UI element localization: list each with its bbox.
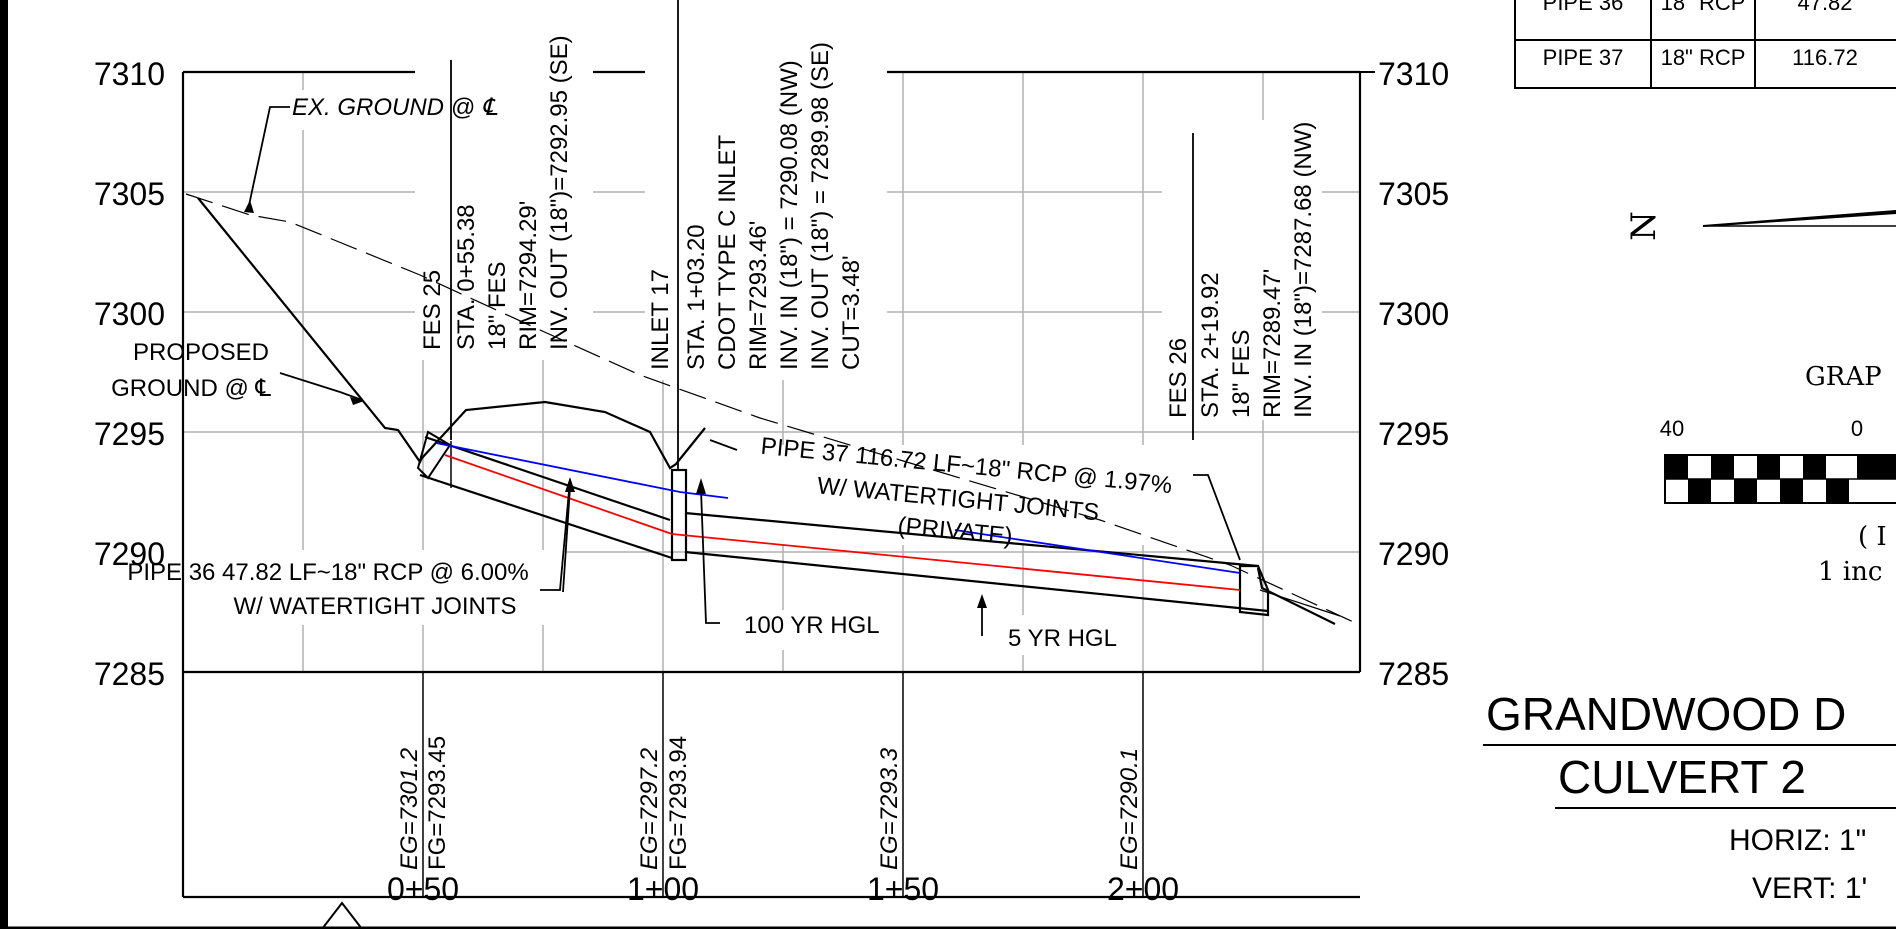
inlet-17-inv-in: INV. IN (18") = 7290.08 (NW)	[776, 60, 803, 370]
elev-tick-label: 7290	[1378, 536, 1449, 572]
hgl-100yr-label: 100 YR HGL	[744, 612, 880, 639]
elev-tick-label: 7295	[94, 416, 165, 452]
table-cell: PIPE 36	[1543, 0, 1624, 15]
station-tick-label: 0+50	[387, 871, 459, 907]
scale-horizontal: HORIZ: 1"	[1729, 824, 1866, 857]
graphic-scale-inch: 1 inc	[1818, 557, 1882, 587]
station-tick-label: 1+50	[867, 871, 939, 907]
eg-label: EG=7297.2	[636, 748, 663, 870]
inlet-17-inv-out: INV. OUT (18") = 7289.98 (SE)	[807, 42, 834, 370]
pipe-table: PIPE 36 18" RCP 47.82 PIPE 37 18" RCP 11…	[1515, 0, 1896, 88]
table-cell: 116.72	[1792, 45, 1858, 70]
fes-26-station: STA. 2+19.92	[1197, 272, 1224, 418]
fes-25-station: STA. 0+55.38	[453, 204, 480, 350]
scale-tick-40: 40	[1660, 416, 1684, 441]
elev-tick-label: 7300	[94, 296, 165, 332]
north-arrow-icon: N	[1624, 210, 1896, 241]
pipe-36-label: PIPE 36 47.82 LF~18" RCP @ 6.00%	[127, 559, 528, 586]
grade-band-labels: EG=7301.2 FG=7293.45 EG=7297.2 FG=7293.9…	[396, 736, 1143, 870]
elev-tick-label: 7300	[1378, 296, 1449, 332]
fg-label: FG=7293.45	[424, 736, 451, 870]
elev-tick-label: 7295	[1378, 416, 1449, 452]
pipe-36-joints: W/ WATERTIGHT JOINTS	[233, 593, 516, 620]
fes-26-label: FES 26	[1165, 338, 1192, 418]
hgl-5yr-label: 5 YR HGL	[1008, 625, 1117, 652]
graphic-scale-units: ( I	[1858, 522, 1887, 552]
fes-25-rim: RIM=7294.29'	[515, 201, 542, 350]
fes-26-type: 18" FES	[1228, 329, 1255, 418]
elev-tick-label: 7305	[94, 176, 165, 212]
proposed-ground-callout-line2: GROUND @ ℄	[111, 375, 271, 402]
graphic-scale: GRAP 40 0 ( I 1 inc	[1660, 362, 1896, 587]
station-tick-label: 1+00	[627, 871, 699, 907]
sheet-title-line1: GRANDWOOD D	[1486, 688, 1846, 740]
elev-tick-label: 7310	[94, 56, 165, 92]
station-tick-label: 2+00	[1107, 871, 1179, 907]
north-letter: N	[1624, 211, 1664, 241]
fes-25-type: 18" FES	[484, 261, 511, 350]
scale-tick-0: 0	[1851, 416, 1863, 441]
pipe-36	[418, 432, 672, 558]
elev-tick-label: 7285	[1378, 656, 1449, 692]
inlet-17-structure	[672, 470, 686, 560]
fes-26-rim: RIM=7289.47'	[1259, 269, 1286, 418]
fg-label: FG=7293.94	[665, 736, 692, 870]
proposed-ground-callout-line1: PROPOSED	[133, 339, 269, 366]
inlet-17-rim: RIM=7293.46'	[745, 221, 772, 370]
table-cell: 18" RCP	[1661, 45, 1746, 70]
scale-vertical: VERT: 1'	[1752, 872, 1867, 905]
table-cell: 18" RCP	[1661, 0, 1746, 15]
inlet-17-station: STA. 1+03.20	[683, 224, 710, 370]
sheet-border-left	[0, 0, 8, 929]
sheet-title-block: GRANDWOOD D CULVERT 2 HORIZ: 1" VERT: 1'	[1483, 688, 1896, 905]
elev-tick-label: 7285	[94, 656, 165, 692]
inlet-17-label: INLET 17	[647, 269, 674, 370]
inlet-17-type: CDOT TYPE C INLET	[714, 135, 741, 371]
fes-26-inv-in: INV. IN (18")=7287.68 (NW)	[1290, 122, 1317, 418]
ex-ground-callout: EX. GROUND @ ℄	[292, 94, 498, 121]
fes-25-label: FES 25	[419, 270, 446, 350]
graphic-scale-title: GRAP	[1805, 362, 1882, 392]
fes-25-inv-out: INV. OUT (18")=7292.95 (SE)	[546, 35, 573, 350]
table-cell: 47.82	[1797, 0, 1852, 15]
elev-tick-label: 7305	[1378, 176, 1449, 212]
station-labels: 0+50 1+00 1+50 2+00	[387, 871, 1179, 907]
sheet-marker-triangle	[322, 903, 362, 929]
sheet-title-line2: CULVERT 2	[1558, 751, 1806, 803]
eg-label: EG=7293.3	[876, 747, 903, 870]
elev-tick-label: 7310	[1378, 56, 1449, 92]
eg-label: EG=7301.2	[396, 748, 423, 870]
table-cell: PIPE 37	[1543, 45, 1624, 70]
inlet-17-cut: CUT=3.48'	[838, 255, 865, 370]
eg-label: EG=7290.1	[1116, 748, 1143, 870]
elevation-labels-right: 7310 7305 7300 7295 7290 7285	[1378, 56, 1449, 692]
